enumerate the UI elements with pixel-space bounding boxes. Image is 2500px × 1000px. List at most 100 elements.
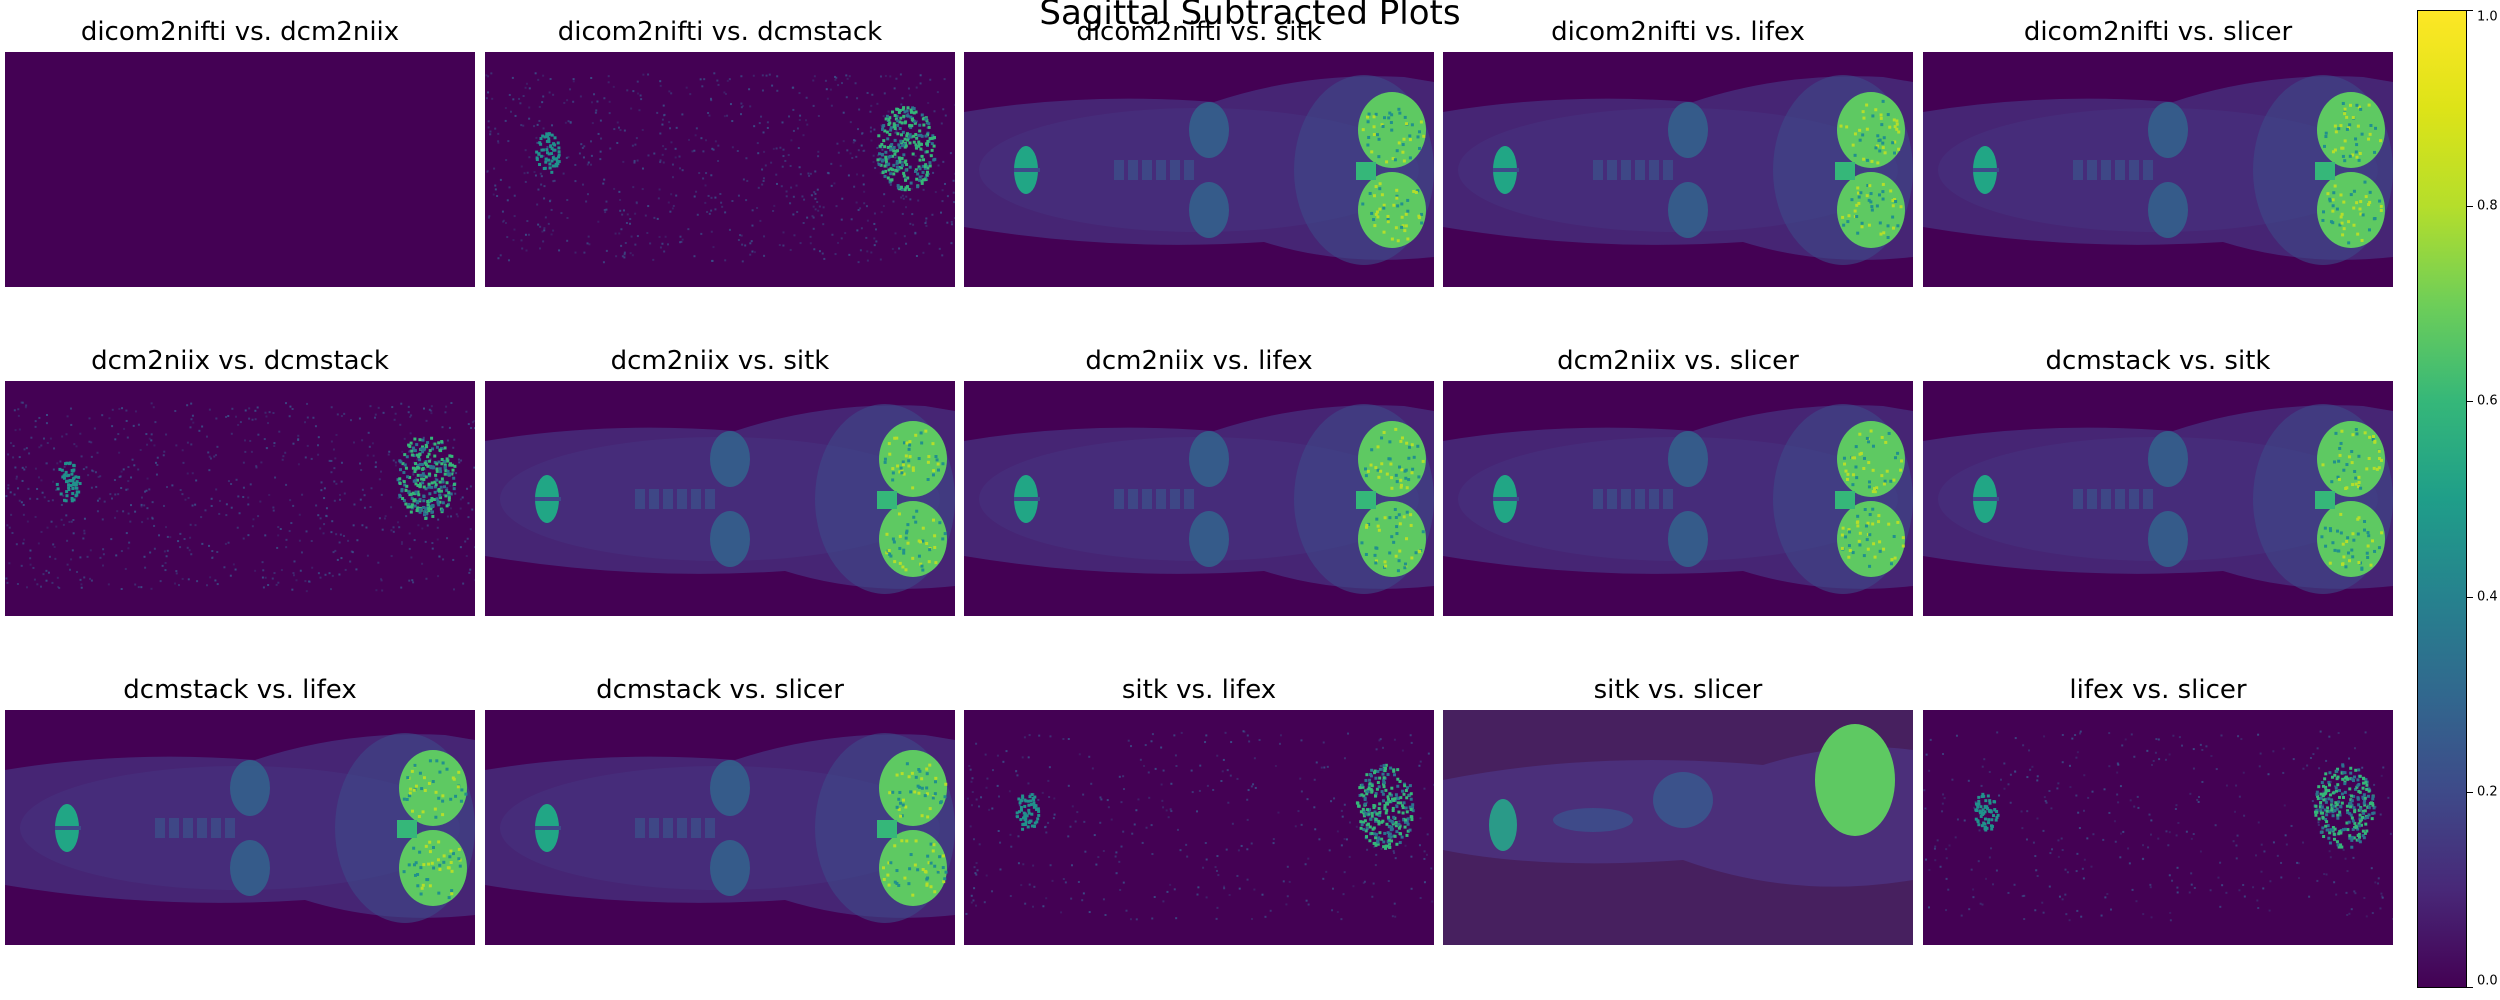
noise-speck [474, 427, 475, 430]
blob-speck [2333, 809, 2337, 813]
speckle [925, 772, 929, 776]
blob-speck [2364, 780, 2368, 784]
noise-speck [1227, 801, 1230, 804]
blob-speck [1370, 811, 1374, 815]
noise-speck [453, 438, 456, 441]
speckle [1402, 515, 1406, 519]
noise-speck [330, 531, 333, 534]
noise-speck [887, 110, 890, 113]
noise-speck [490, 72, 493, 75]
noise-speck [155, 473, 158, 476]
speckle [1895, 127, 1899, 131]
speckle [2375, 467, 2379, 471]
blob-speck [915, 177, 919, 181]
spine-segment [1156, 489, 1166, 509]
blob-speck [1406, 822, 1410, 826]
noise-speck [80, 586, 83, 589]
noise-speck [361, 524, 364, 527]
noise-speck [805, 96, 808, 99]
noise-speck [1401, 749, 1404, 752]
noise-speck [835, 205, 838, 208]
noise-speck [860, 144, 863, 147]
blob-speck [2330, 808, 2334, 812]
blob-speck [428, 472, 432, 476]
speckle [2361, 213, 2365, 217]
speckle [1400, 225, 1404, 229]
noise-speck [1099, 796, 1102, 799]
noise-speck [2083, 774, 2086, 777]
speckle [920, 814, 924, 818]
blob-speck [1406, 817, 1410, 821]
speckle [1367, 112, 1371, 116]
blob-speck [2314, 813, 2318, 817]
subtraction-panel [964, 710, 1434, 945]
blob-speck [2336, 816, 2340, 820]
noise-speck [1176, 828, 1179, 831]
noise-speck [165, 555, 168, 558]
anatomy-subtraction [5, 733, 475, 923]
speckle [1416, 444, 1420, 448]
noise-speck [728, 78, 731, 81]
speckle [1397, 107, 1401, 111]
noise-speck [2100, 914, 2103, 917]
noise-speck [73, 487, 76, 490]
speckle [2351, 483, 2355, 487]
noise-speck [641, 128, 644, 131]
noise-speck [1115, 851, 1118, 854]
trunk-structure [1553, 808, 1633, 832]
noise-speck [1150, 824, 1153, 827]
noise-speck [602, 182, 605, 185]
noise-speck [1224, 731, 1227, 734]
speckle [412, 846, 416, 850]
noise-speck [428, 408, 431, 411]
noise-speck [2014, 770, 2017, 773]
speckle [1861, 133, 1865, 137]
blob-speck [2323, 808, 2327, 812]
blob-speck [2372, 806, 2376, 810]
speckle [900, 772, 904, 776]
noise-subtraction [485, 72, 955, 264]
speckle [1394, 554, 1398, 558]
noise-speck [540, 175, 543, 178]
noise-speck [2242, 883, 2245, 886]
noise-speck [1009, 894, 1012, 897]
noise-speck [820, 214, 823, 217]
noise-speck [548, 91, 551, 94]
noise-speck [1120, 801, 1123, 804]
speckle [419, 866, 423, 870]
blob-speck [1408, 784, 1412, 788]
subtraction-panel [964, 381, 1434, 616]
noise-speck [1230, 741, 1233, 744]
speckle [1375, 517, 1379, 521]
noise-speck [548, 200, 551, 203]
blob-speck [1018, 801, 1022, 805]
blob-speck [401, 462, 405, 466]
speckle [1848, 548, 1852, 552]
noise-speck [151, 517, 154, 520]
noise-speck [1082, 892, 1085, 895]
noise-speck [96, 451, 99, 454]
noise-speck [893, 87, 896, 90]
noise-speck [540, 183, 543, 186]
colorbar-tick [2466, 987, 2473, 988]
blob-speck [433, 490, 437, 494]
blob-speck [403, 483, 407, 487]
noise-speck [255, 466, 258, 469]
noise-speck [2345, 891, 2348, 894]
noise-speck [218, 512, 221, 515]
blob-speck [431, 447, 435, 451]
noise-speck [90, 486, 93, 489]
blob-speck [900, 156, 904, 160]
speckle [1394, 473, 1398, 477]
noise-speck [194, 524, 197, 527]
noise-speck [978, 805, 981, 808]
speckle [1871, 507, 1875, 511]
noise-speck [2350, 908, 2353, 911]
noise-speck [365, 526, 368, 529]
speckle [2372, 217, 2376, 221]
noise-speck [671, 163, 674, 166]
noise-speck [656, 217, 659, 220]
blob-speck [2336, 813, 2340, 817]
speckle [1888, 125, 1892, 129]
noise-speck [748, 88, 751, 91]
